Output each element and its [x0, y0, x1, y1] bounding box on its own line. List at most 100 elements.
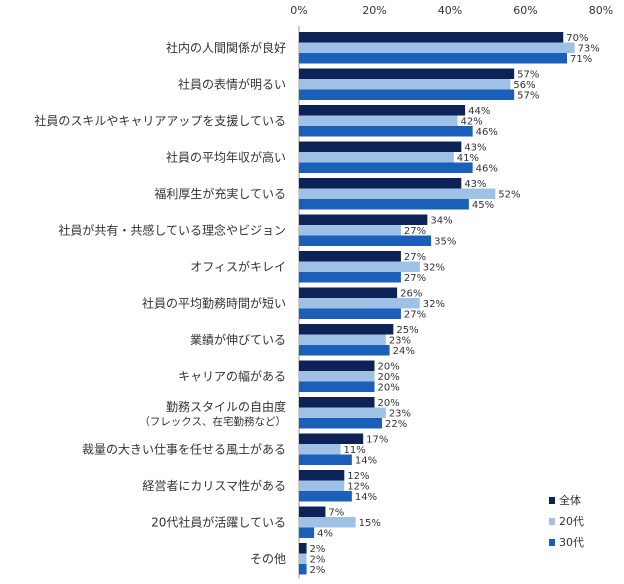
bar — [299, 397, 375, 408]
data-label: 2% — [310, 544, 326, 555]
data-label: 2% — [310, 565, 326, 576]
bar — [299, 105, 466, 116]
bar — [299, 188, 496, 199]
category-label: 勤務スタイルの自由度 — [166, 399, 286, 414]
bar — [299, 491, 352, 502]
data-label: 46% — [476, 127, 498, 138]
data-label: 32% — [423, 299, 445, 310]
bar — [299, 517, 356, 528]
bar — [299, 433, 364, 444]
data-label: 43% — [464, 179, 486, 190]
bar — [299, 272, 401, 283]
bar — [299, 454, 352, 465]
bar — [299, 564, 307, 575]
bar — [299, 68, 515, 79]
category-label: 社員のスキルやキャリアアップを支援している — [34, 113, 286, 128]
data-label: 27% — [404, 226, 426, 237]
data-label: 20% — [378, 383, 400, 394]
bar — [299, 470, 345, 481]
data-label: 57% — [517, 91, 539, 102]
category-label: 社員の表情が明るい — [178, 76, 286, 91]
bar — [299, 444, 341, 455]
bar — [299, 418, 383, 429]
data-label: 20% — [378, 372, 400, 383]
bar — [299, 527, 315, 538]
bar — [299, 199, 469, 210]
bar — [299, 553, 307, 564]
bar — [299, 324, 394, 335]
category-label: 業績が伸びている — [190, 332, 286, 347]
x-tick-label: 40% — [438, 4, 462, 17]
legend-swatch — [549, 518, 555, 525]
bar — [299, 141, 462, 152]
data-label: 27% — [404, 310, 426, 321]
data-label: 46% — [476, 164, 498, 175]
data-label: 27% — [404, 273, 426, 284]
data-label: 43% — [464, 143, 486, 154]
data-label: 15% — [359, 518, 381, 529]
bar — [299, 381, 375, 392]
data-label: 20% — [378, 398, 400, 409]
x-tick-label: 20% — [362, 4, 386, 17]
bar — [299, 235, 432, 246]
bar — [299, 334, 386, 345]
data-label: 52% — [498, 190, 520, 201]
data-label: 26% — [400, 289, 422, 300]
bar — [299, 89, 515, 100]
data-label: 57% — [517, 70, 539, 81]
bar — [299, 287, 398, 298]
data-label: 41% — [457, 153, 479, 164]
bar — [299, 360, 375, 371]
data-label: 22% — [385, 419, 407, 430]
bar — [299, 371, 375, 382]
category-label: 経営者にカリスマ性がある — [142, 478, 286, 493]
bar — [299, 407, 386, 418]
bar — [299, 162, 473, 173]
data-label: 25% — [396, 325, 418, 336]
data-label: 35% — [434, 237, 456, 248]
data-label: 70% — [566, 33, 588, 44]
category-label: 20代社員が活躍している — [151, 514, 286, 529]
category-sublabel: （フレックス、在宅勤務など） — [139, 415, 286, 428]
bar — [299, 32, 564, 43]
category-label: 社内の人間関係が良好 — [166, 40, 286, 55]
data-label: 27% — [404, 252, 426, 263]
bar — [299, 115, 458, 126]
category-label: その他 — [250, 552, 286, 566]
category-label: 福利厚生が充実している — [154, 186, 286, 201]
category-label: 社員の平均勤務時間が短い — [142, 295, 286, 310]
bar — [299, 178, 462, 189]
data-label: 11% — [344, 445, 366, 456]
legend-label: 全体 — [559, 493, 581, 507]
data-label: 14% — [355, 456, 377, 467]
data-label: 73% — [578, 44, 600, 55]
data-label: 7% — [328, 508, 344, 519]
bar — [299, 543, 307, 554]
bar — [299, 214, 428, 225]
data-label: 34% — [430, 216, 452, 227]
bar — [299, 506, 326, 517]
category-label: 社員が共有・共感している理念やビジョン — [58, 222, 286, 237]
category-label: オフィスがキレイ — [190, 259, 286, 274]
bar — [299, 480, 345, 491]
data-label: 2% — [310, 555, 326, 566]
bar — [299, 251, 401, 262]
data-label: 23% — [389, 409, 411, 420]
bar — [299, 345, 390, 356]
bar — [299, 308, 401, 319]
data-label: 44% — [468, 106, 490, 117]
data-label: 14% — [355, 492, 377, 503]
x-tick-label: 0% — [290, 4, 307, 17]
category-label: 裁量の大きい仕事を任せる風土がある — [82, 441, 286, 456]
bar — [299, 225, 401, 236]
x-tick-label: 80% — [589, 4, 613, 17]
bar — [299, 79, 511, 90]
legend-label: 20代 — [559, 515, 584, 528]
data-label: 45% — [472, 200, 494, 211]
data-label: 56% — [513, 80, 535, 91]
data-label: 23% — [389, 336, 411, 347]
data-label: 71% — [570, 54, 592, 65]
legend-swatch — [549, 497, 555, 504]
